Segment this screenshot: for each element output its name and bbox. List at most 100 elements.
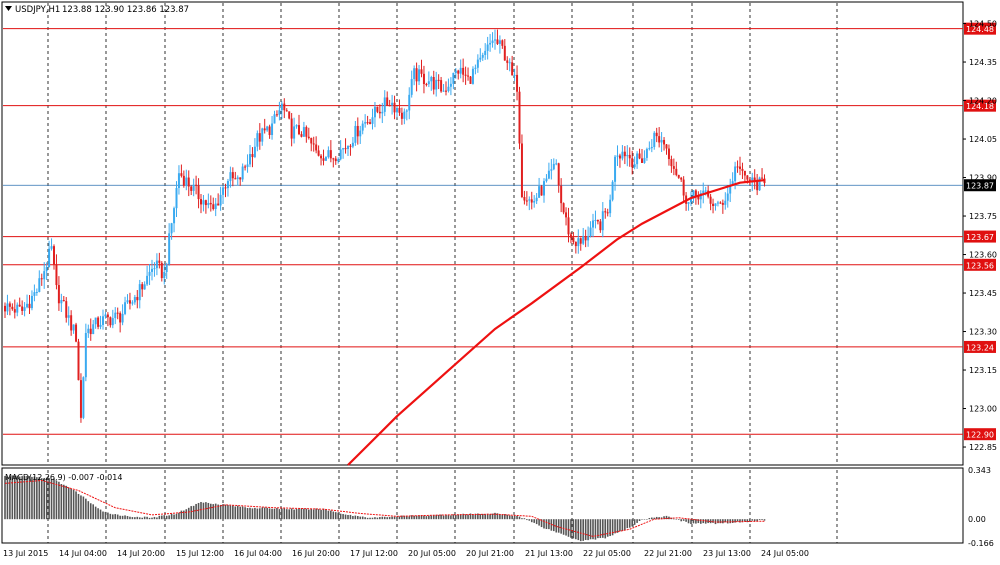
macd-histogram-bar: [749, 519, 751, 522]
level-label-2: 123.67: [966, 233, 994, 242]
macd-histogram-bar: [700, 519, 702, 524]
candle-body: [582, 236, 585, 244]
candle-body: [207, 202, 210, 206]
candle-body: [342, 148, 345, 150]
candle-body: [645, 148, 648, 158]
symbol-label: USDJPY,H1: [15, 5, 60, 15]
macd-histogram-bar: [85, 498, 87, 520]
candle-body: [484, 50, 487, 55]
macd-histogram-bar: [614, 519, 616, 534]
candle-body: [547, 170, 550, 179]
candle-body: [557, 163, 560, 186]
candle-body: [133, 297, 136, 303]
macd-histogram-bar: [589, 519, 592, 540]
candle-body: [599, 221, 602, 231]
candle-body: [217, 203, 220, 206]
price-tick-label-10: 123.00: [969, 405, 997, 414]
macd-histogram-bar: [501, 514, 504, 520]
candle-body: [13, 309, 16, 313]
candle-body: [729, 184, 732, 194]
candle-body: [471, 68, 474, 84]
candle-body: [396, 107, 398, 113]
macd-histogram-bar: [342, 514, 344, 520]
candle-body: [278, 110, 281, 115]
candle-body: [197, 185, 200, 200]
macd-histogram-bar: [217, 504, 219, 520]
macd-histogram-bar: [702, 519, 705, 524]
candle-body: [596, 219, 599, 222]
price-panel[interactable]: [1, 1, 964, 466]
candle-body: [425, 84, 428, 86]
macd-histogram-bar: [521, 518, 523, 520]
candle-body: [190, 186, 193, 191]
macd-histogram-bar: [146, 516, 148, 520]
macd-histogram-bar: [322, 508, 325, 520]
macd-histogram-bar: [332, 511, 335, 520]
macd-histogram-bar: [190, 506, 192, 520]
macd-histogram-bar: [305, 508, 308, 520]
candle-body: [354, 125, 357, 143]
candle-body: [231, 172, 234, 179]
candle-body: [386, 97, 389, 106]
level-tag-3: [964, 258, 996, 271]
macd-histogram-bar: [560, 519, 562, 534]
candle-body: [638, 153, 641, 159]
macd-histogram-bar: [263, 507, 266, 520]
candle-body: [584, 236, 587, 241]
candle-body: [550, 169, 553, 171]
candle-body: [366, 122, 369, 124]
macd-histogram-bar: [457, 514, 460, 520]
macd-histogram-bar: [354, 515, 357, 520]
macd-histogram-bar: [165, 515, 168, 520]
horizontal-levels[interactable]: 124.48 124.18 123.67 123.56 123.24 122.90 123.…: [3, 22, 996, 441]
macd-histogram-bar: [374, 517, 376, 520]
macd-histogram-bar: [403, 515, 406, 520]
candle-body: [349, 145, 352, 147]
macd-histogram-bar: [697, 519, 700, 524]
candle-body: [359, 130, 362, 137]
candle-body: [741, 168, 744, 171]
macd-histogram-bar: [232, 505, 234, 520]
macd-histogram-bar: [636, 519, 638, 523]
macd-histogram-bar: [413, 515, 415, 520]
macd-histogram-bar: [393, 516, 396, 520]
candle-body: [381, 111, 384, 114]
candle-body: [249, 154, 251, 165]
macd-histogram-bar: [545, 519, 548, 530]
candle-body: [719, 202, 722, 204]
candle-body: [116, 312, 119, 314]
candle-body: [606, 212, 609, 214]
macd-histogram-bar: [677, 519, 680, 520]
candle-body: [594, 219, 597, 221]
macd-panel[interactable]: [1, 467, 964, 544]
macd-histogram-bar: [432, 515, 435, 520]
candle-body: [219, 194, 222, 206]
macd-histogram-bar: [606, 519, 609, 537]
candle-body: [567, 217, 570, 235]
macd-histogram-bar: [621, 519, 624, 531]
macd-histogram-bar: [183, 510, 185, 520]
candle-body: [670, 159, 673, 167]
macd-histogram-bar: [513, 515, 516, 520]
candle-body: [702, 190, 705, 194]
macd-histogram-bar: [241, 506, 244, 520]
macd-histogram-bar: [587, 519, 589, 541]
candle-body: [751, 177, 754, 183]
dropdown-triangle-icon[interactable]: [5, 6, 12, 11]
candle-body: [587, 236, 590, 241]
candle-body: [430, 76, 433, 82]
candle-body: [89, 328, 92, 335]
level-tag-2: [964, 230, 996, 243]
macd-histogram-bar: [462, 513, 464, 520]
macd-histogram-bar: [320, 509, 322, 520]
macd-histogram-bar: [180, 510, 183, 520]
macd-histogram-bar: [628, 519, 631, 528]
macd-histogram-bar: [131, 517, 134, 520]
macd-histogram-bar: [9, 476, 11, 520]
candle-body: [258, 133, 261, 142]
macd-histogram-bar: [87, 501, 90, 520]
macd-histogram-bar: [141, 517, 143, 520]
level-tag-5: [964, 428, 996, 441]
candle-body: [731, 181, 734, 185]
candle-body: [173, 208, 176, 224]
